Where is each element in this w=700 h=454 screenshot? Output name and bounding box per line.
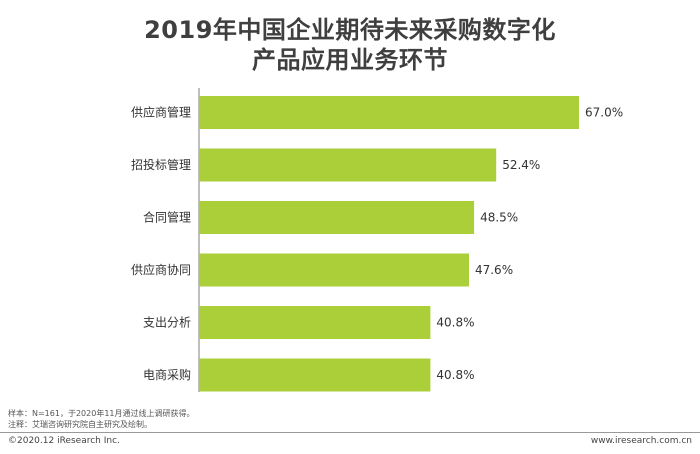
value-label: 67.0% bbox=[585, 106, 623, 120]
bar bbox=[199, 201, 475, 234]
sample-note: 样本：N=161，于2020年11月通过线上调研获得。 bbox=[8, 409, 195, 418]
bar bbox=[199, 253, 469, 287]
category-label: 电商采购 bbox=[143, 367, 191, 382]
category-label: 合同管理 bbox=[143, 210, 191, 225]
value-label: 48.5% bbox=[480, 211, 518, 225]
bar bbox=[199, 96, 579, 129]
value-label: 52.4% bbox=[502, 158, 540, 172]
value-label: 40.8% bbox=[436, 368, 474, 382]
remark-note: 注释：艾瑞咨询研究院自主研究及绘制。 bbox=[8, 420, 152, 429]
bar bbox=[199, 306, 431, 339]
value-label: 40.8% bbox=[436, 316, 474, 330]
copyright-text: ©2020.12 iResearch Inc. bbox=[8, 436, 120, 446]
website-link[interactable]: www.iresearch.com.cn bbox=[590, 436, 692, 446]
bar bbox=[199, 358, 431, 392]
footer-divider bbox=[0, 432, 700, 433]
category-label: 支出分析 bbox=[143, 316, 191, 330]
bar-chart: 供应商管理 67.0% 招投标管理 52.4% 合同管理 48.5% 供应商协同 47.6% 支… bbox=[131, 88, 623, 392]
chart-title-line1: 2019年中国企业期待未来采购数字化 bbox=[144, 16, 556, 44]
category-label: 招投标管理 bbox=[131, 157, 191, 172]
bar bbox=[199, 148, 497, 182]
value-label: 47.6% bbox=[475, 263, 513, 277]
category-label: 供应商管理 bbox=[131, 105, 191, 120]
chart-title-line2: 产品应用业务环节 bbox=[252, 46, 448, 74]
category-label: 供应商协同 bbox=[131, 262, 191, 277]
